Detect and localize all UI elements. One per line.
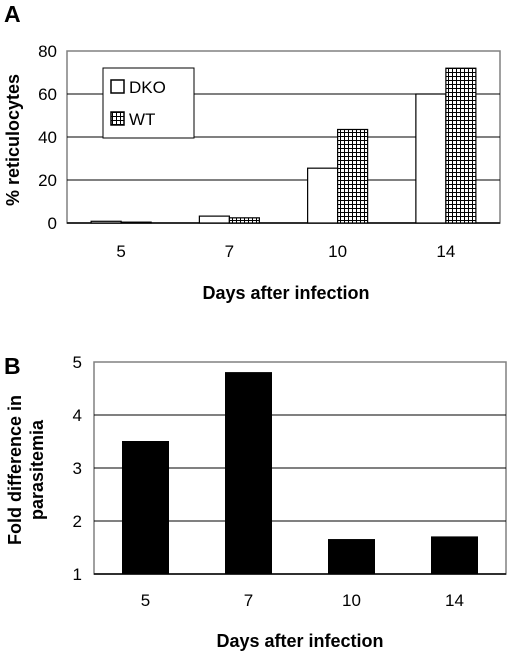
panel-b-letter: B <box>4 353 21 379</box>
panel-a-legend: DKO WT <box>102 67 195 139</box>
bar-wt-day-14 <box>445 67 477 224</box>
legend-label-dko: DKO <box>129 78 166 97</box>
x-tick-label: 10 <box>328 242 347 261</box>
y-tick-label: 80 <box>38 42 57 61</box>
panel-b-y-ticks: 1 2 3 4 5 <box>73 353 82 584</box>
y-tick-label: 40 <box>38 128 57 147</box>
y-tick-label: 0 <box>48 214 57 233</box>
bar-fold-day-7 <box>225 372 272 575</box>
x-tick-label: 7 <box>244 591 253 610</box>
y-tick-label: 20 <box>38 171 57 190</box>
bar-dko-day-14 <box>415 93 447 224</box>
y-tick-label: 5 <box>73 353 82 372</box>
legend-label-wt: WT <box>129 110 155 129</box>
panel-a-y-ticks: 0 20 40 60 80 <box>38 42 57 233</box>
panel-b-x-ticks: 5 7 10 14 <box>141 591 464 610</box>
bar-fold-day-10 <box>328 539 375 575</box>
panel-b-x-axis-title: Days after infection <box>216 631 383 651</box>
panel-a-y-axis-title: % reticulocytes <box>3 74 23 206</box>
x-tick-label: 5 <box>116 242 125 261</box>
y-tick-label: 60 <box>38 85 57 104</box>
panel-a-letter: A <box>4 1 21 27</box>
legend-swatch-wt <box>110 111 125 126</box>
panel-a-x-axis-title: Days after infection <box>202 283 369 303</box>
panel-b-y-axis-title-line1: Fold difference in <box>5 395 25 545</box>
legend-swatch-dko <box>110 79 125 94</box>
y-tick-label: 1 <box>73 565 82 584</box>
panel-b-chart: B 1 2 3 4 5 5 7 10 14 Fold difference in parasi… <box>4 353 507 651</box>
bar-fold-day-5 <box>122 441 169 575</box>
y-tick-label: 2 <box>73 512 82 531</box>
bar-fold-day-14 <box>431 536 478 575</box>
x-tick-label: 14 <box>445 591 464 610</box>
x-tick-label: 5 <box>141 591 150 610</box>
x-tick-label: 10 <box>342 591 361 610</box>
bar-dko-day-10 <box>307 167 339 224</box>
panel-a-x-ticks: 5 7 10 14 <box>116 242 455 261</box>
y-tick-label: 4 <box>73 406 82 425</box>
x-tick-label: 7 <box>225 242 234 261</box>
bar-wt-day-7 <box>228 217 260 224</box>
panel-b-y-axis-title-line2: parasitemia <box>27 419 47 520</box>
bar-wt-day-5 <box>120 221 152 224</box>
panel-a-bars <box>90 67 477 224</box>
panel-b-bars <box>122 372 478 575</box>
y-tick-label: 3 <box>73 459 82 478</box>
x-tick-label: 14 <box>436 242 455 261</box>
bar-dko-day-5 <box>90 220 122 224</box>
panel-a-chart: A 0 20 40 60 80 5 7 10 14 % reticulocytes Days … <box>3 1 501 303</box>
bar-dko-day-7 <box>198 215 230 224</box>
bar-wt-day-10 <box>337 128 369 224</box>
